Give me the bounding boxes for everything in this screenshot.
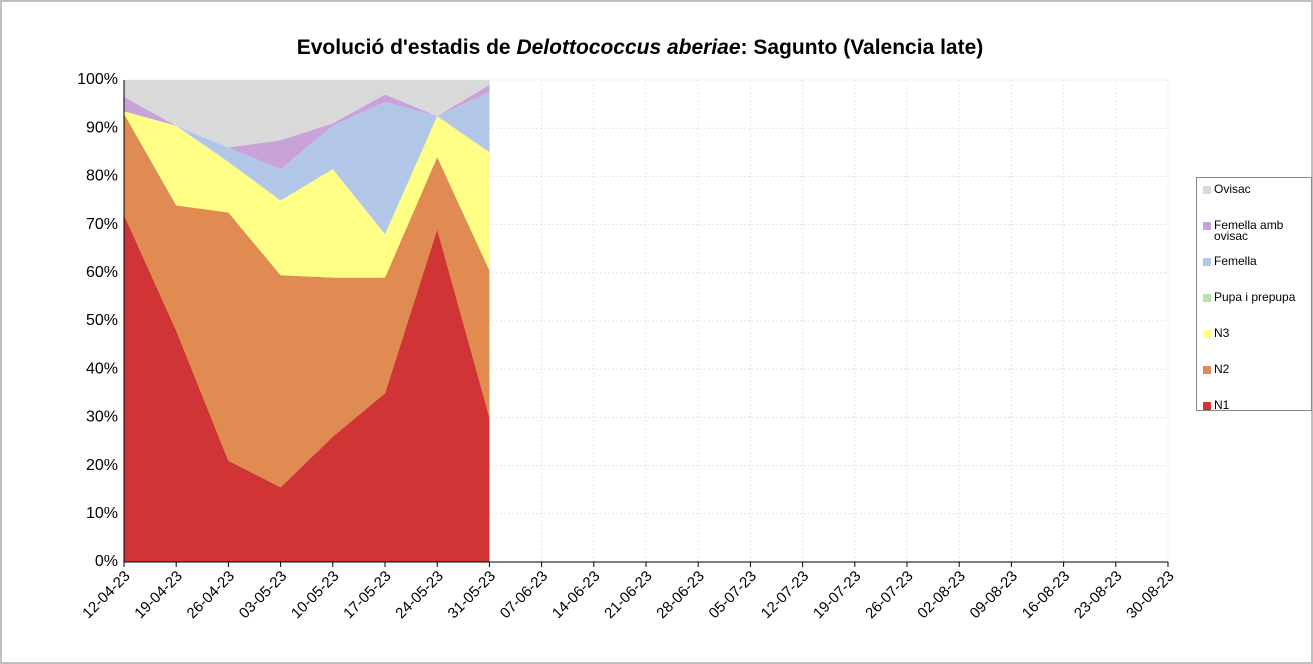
legend-swatch — [1203, 402, 1211, 410]
x-tick-label: 21-06-23 — [601, 568, 655, 622]
chart-title: Evolució d'estadis de Delottococcus aber… — [297, 36, 984, 59]
x-tick-label: 14-06-23 — [549, 568, 603, 622]
x-tick-label: 12-04-23 — [79, 568, 133, 622]
y-tick-label: 70% — [86, 216, 118, 233]
legend-label: N2 — [1214, 362, 1230, 376]
area — [124, 111, 490, 278]
x-tick-label: 07-06-23 — [497, 568, 551, 622]
legend-swatch — [1203, 186, 1211, 194]
area — [124, 92, 490, 235]
legend-swatch — [1203, 258, 1211, 266]
legend-label: N1 — [1214, 398, 1230, 412]
x-tick-label: 17-05-23 — [340, 568, 394, 622]
x-tick-label: 12-07-23 — [758, 568, 812, 622]
legend-swatch — [1203, 294, 1211, 302]
y-tick-label: 0% — [95, 553, 118, 570]
x-tick-label: 26-04-23 — [184, 568, 238, 622]
legend-swatch — [1203, 222, 1211, 230]
x-tick-label: 02-08-23 — [914, 568, 968, 622]
title-part: Delottococcus aberiae — [516, 36, 740, 59]
title-part: Evolució d'estadis de — [297, 36, 517, 59]
legend-label: Ovisac — [1214, 182, 1251, 196]
x-tick-label: 31-05-23 — [445, 568, 499, 622]
x-tick-label: 05-07-23 — [706, 568, 760, 622]
legend-label: Pupa i prepupa — [1214, 290, 1296, 304]
legend-item: Femella — [1203, 254, 1311, 292]
y-tick-label: 50% — [86, 312, 118, 329]
legend-swatch — [1203, 366, 1211, 374]
x-tick-label: 30-08-23 — [1123, 568, 1177, 622]
y-tick-label: 20% — [86, 457, 118, 474]
x-tick-label: 26-07-23 — [862, 568, 916, 622]
x-tick-label: 19-07-23 — [810, 568, 864, 622]
y-tick-label: 40% — [86, 360, 118, 377]
x-tick-label: 24-05-23 — [392, 568, 446, 622]
x-tick-label: 16-08-23 — [1019, 568, 1073, 622]
area — [124, 113, 490, 488]
title-part: : Sagunto (Valencia late) — [741, 36, 984, 59]
legend-swatch — [1203, 330, 1211, 338]
y-tick-label: 100% — [77, 71, 118, 88]
y-tick-label: 30% — [86, 409, 118, 426]
x-tick-label: 09-08-23 — [967, 568, 1021, 622]
area — [124, 214, 490, 562]
x-tick-label: 28-06-23 — [653, 568, 707, 622]
x-tick-label: 23-08-23 — [1071, 568, 1125, 622]
y-tick-label: 90% — [86, 119, 118, 136]
legend-label: Femella amb ovisac — [1214, 218, 1284, 243]
y-tick-label: 60% — [86, 264, 118, 281]
legend-item: N1 — [1203, 398, 1311, 436]
x-tick-label: 19-04-23 — [131, 568, 185, 622]
legend-label: N3 — [1214, 326, 1230, 340]
y-tick-label: 80% — [86, 168, 118, 185]
x-tick-label: 03-05-23 — [236, 568, 290, 622]
area — [124, 80, 490, 148]
legend-item: N3 — [1203, 326, 1311, 364]
legend-item: Pupa i prepupa — [1203, 290, 1311, 328]
x-tick-label: 10-05-23 — [288, 568, 342, 622]
legend-item: N2 — [1203, 362, 1311, 400]
legend-label: Femella — [1214, 254, 1257, 268]
legend: Ovisac Femella amb ovisac Femella Pupa i pr… — [1196, 177, 1312, 411]
legend-item: Ovisac — [1203, 182, 1311, 220]
y-tick-label: 10% — [86, 505, 118, 522]
legend-item: Femella amb ovisac — [1203, 218, 1311, 256]
